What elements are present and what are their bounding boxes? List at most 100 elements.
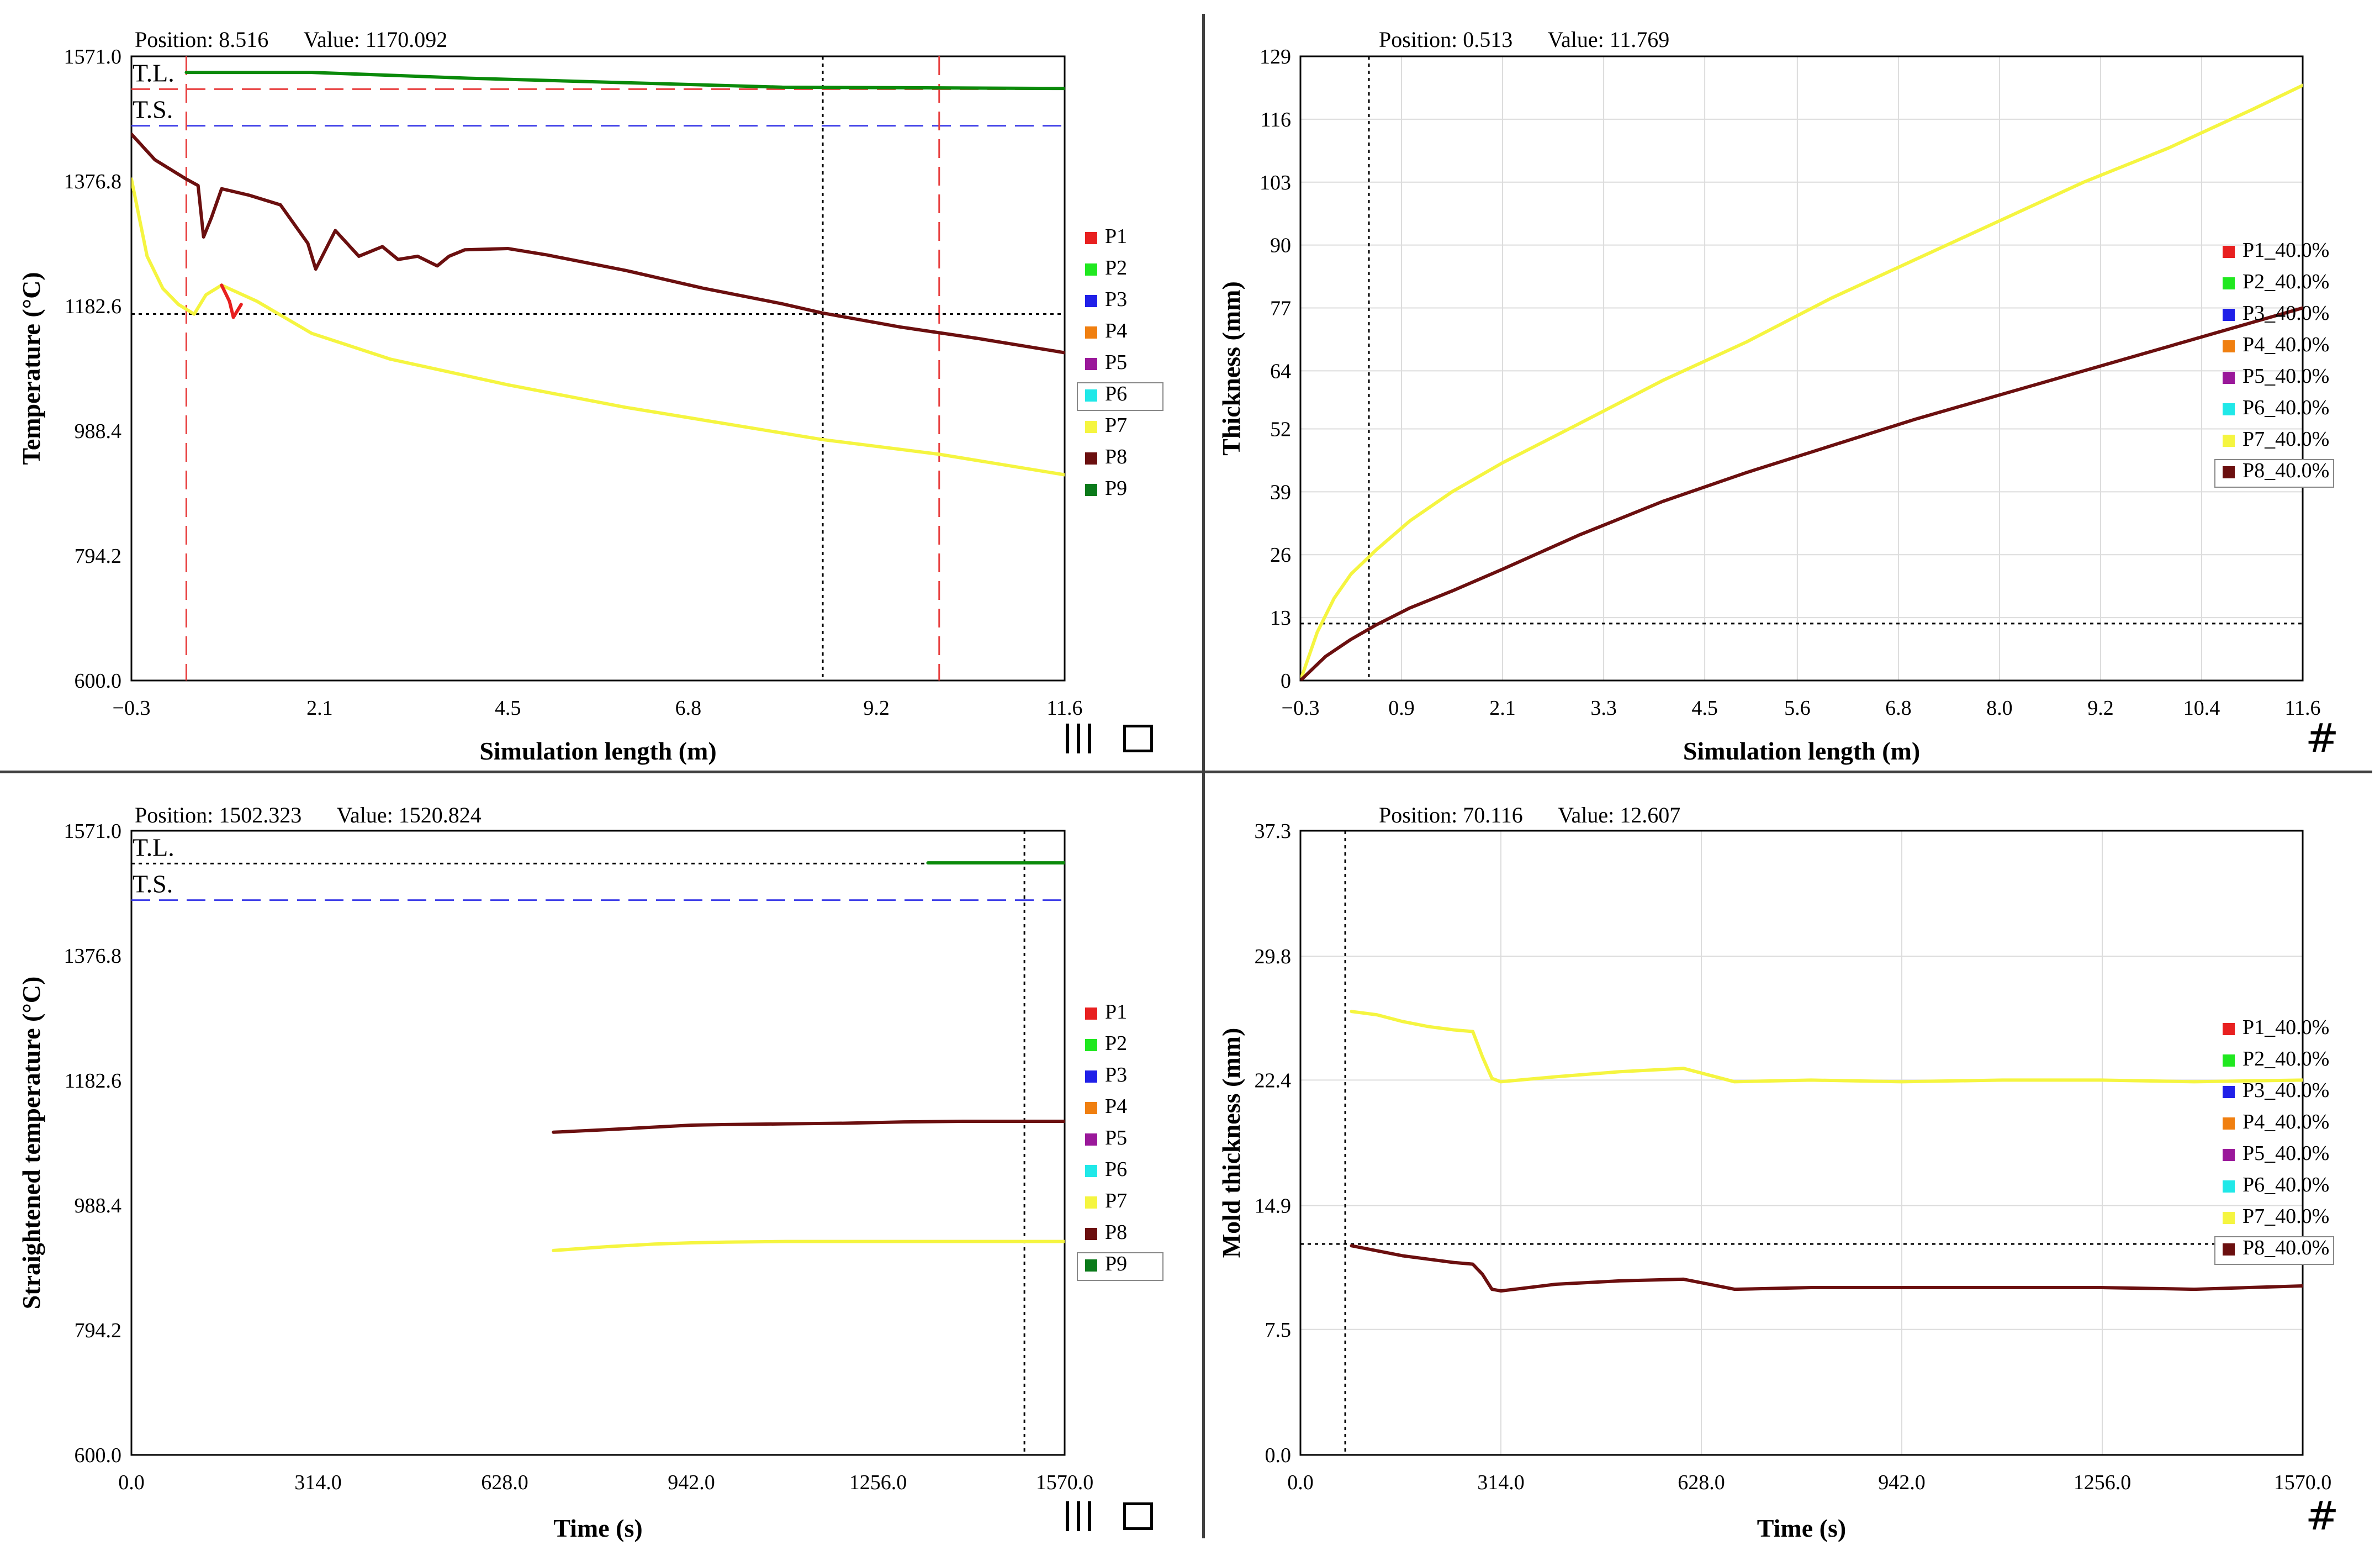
legend-label: P1_40.0% (2243, 1016, 2329, 1039)
y-axis-label: Straightened temperature (°C) (17, 977, 45, 1310)
legend-item[interactable]: P3 (1085, 1063, 1127, 1086)
legend-item[interactable]: P8 (1085, 1221, 1127, 1244)
x-tick-label: 314.0 (294, 1471, 342, 1494)
legend-item[interactable]: P1_40.0% (2223, 1016, 2329, 1039)
legend-item[interactable]: P8 (1085, 445, 1127, 468)
legend-label: P8 (1105, 445, 1127, 468)
grid-hash-icon[interactable]: # (2305, 715, 2339, 761)
legend-item[interactable]: P8_40.0% (2214, 459, 2334, 488)
legend-item[interactable]: P4 (1085, 319, 1127, 342)
legend-item[interactable]: P2_40.0% (2223, 270, 2329, 293)
legend-swatch (2223, 309, 2235, 321)
legend-label: P7 (1105, 1189, 1127, 1212)
legend-label: P6_40.0% (2243, 396, 2329, 419)
legend-item[interactable]: P7_40.0% (2223, 428, 2329, 451)
legend-swatch (2223, 1243, 2235, 1256)
legend-item[interactable]: P1_40.0% (2223, 239, 2329, 262)
legend-item[interactable]: P9 (1077, 1252, 1163, 1281)
legend-item[interactable]: P2 (1085, 1032, 1127, 1055)
legend-item[interactable]: P6_40.0% (2223, 1173, 2329, 1196)
column-bars-icon[interactable] (1066, 1501, 1091, 1531)
legend-item[interactable]: P2_40.0% (2223, 1047, 2329, 1070)
column-bars-icon[interactable] (1066, 724, 1091, 753)
legend-item[interactable]: P6 (1077, 382, 1163, 411)
plot-frame (130, 55, 1066, 682)
legend-swatch (2223, 246, 2235, 258)
legend-item[interactable]: P5 (1085, 351, 1127, 374)
chart-thickness-vs-length[interactable]: 129 116 103 90 77 64 52 39 26 13 0 −0.3 0.9 2.1 3.3 4.5… (1207, 0, 2380, 768)
x-tick-label: 2.1 (306, 697, 333, 720)
legend-item[interactable]: P7 (1085, 414, 1127, 437)
chart-temp-vs-length[interactable]: 1571.0 1376.8 1182.6 988.4 794.2 600.0 −0.3 2.1… (0, 0, 1198, 768)
x-tick-label: 0.0 (118, 1471, 145, 1494)
plot-area (131, 831, 1065, 1455)
square-outline-icon[interactable] (1123, 1502, 1153, 1530)
legend-item[interactable]: P1 (1085, 225, 1127, 248)
x-axis-label: Simulation length (m) (479, 737, 716, 765)
legend-label: P2 (1105, 1032, 1127, 1055)
legend-item[interactable]: P8_40.0% (2214, 1236, 2334, 1265)
legend-swatch (1085, 389, 1097, 402)
legend-label: P1 (1105, 1000, 1127, 1024)
x-tick-label: 3.3 (1590, 697, 1617, 720)
legend-swatch (2223, 403, 2235, 415)
grid-hash-icon[interactable]: # (2305, 1492, 2339, 1539)
position-value: 8.516 (219, 27, 269, 52)
legend-item[interactable]: P4 (1085, 1095, 1127, 1118)
value-value: 1170.092 (365, 27, 448, 52)
y-tick-label: 103 (1260, 171, 1291, 194)
legend-swatch (1085, 484, 1097, 496)
reference-label: T.S. (133, 96, 173, 124)
chart-mold-thickness-vs-time[interactable]: 37.3 29.8 22.4 14.9 7.5 0.0 0.0 314.0 628.0 942.0… (1207, 774, 2380, 1548)
legend-swatch (2223, 1149, 2235, 1161)
legend-swatch (2223, 1023, 2235, 1035)
legend-item[interactable]: P3_40.0% (2223, 1079, 2329, 1102)
legend-item[interactable]: P1 (1085, 1000, 1127, 1024)
chart-straightened-temp-vs-time[interactable]: 1571.0 1376.8 1182.6 988.4 794.2 600.0 0.0 314.… (0, 774, 1198, 1548)
y-tick-label: 64 (1270, 360, 1291, 383)
legend-item[interactable]: P5_40.0% (2223, 365, 2329, 388)
legend-item[interactable]: P3_40.0% (2223, 302, 2329, 325)
legend-item[interactable]: P5_40.0% (2223, 1142, 2329, 1165)
cursor-readout: Position: 8.516 Value: 1170.092 (135, 27, 447, 52)
y-axis-label: Thickness (mm) (1217, 281, 1245, 456)
legend-label: P8 (1105, 1221, 1127, 1244)
legend-item[interactable]: P2 (1085, 256, 1127, 279)
legend-swatch (1085, 1133, 1097, 1146)
series-line-p7-40-0- (1350, 1010, 2303, 1084)
legend-item[interactable]: P9 (1085, 477, 1127, 500)
plot-frame (1299, 830, 2304, 1456)
legend-item[interactable]: P7_40.0% (2223, 1205, 2329, 1228)
legend-item[interactable]: P7 (1085, 1189, 1127, 1212)
panel-straightened-temp-vs-time: Position: 1502.323 Value: 1520.824 1571.… (0, 774, 1198, 1548)
legend-label: P7_40.0% (2243, 1205, 2329, 1228)
x-tick-label: 1570.0 (2274, 1471, 2332, 1494)
legend-item[interactable]: P4_40.0% (2223, 1110, 2329, 1133)
legend-label: P8_40.0% (2243, 459, 2329, 482)
value-value: 12.607 (1620, 803, 1681, 827)
legend-item[interactable]: P3 (1085, 288, 1127, 311)
square-outline-icon[interactable] (1123, 725, 1153, 752)
x-tick-label: 2.1 (1489, 697, 1516, 720)
legend-swatch (1085, 1165, 1097, 1177)
position-value: 0.513 (1463, 27, 1513, 52)
legend-swatch (2223, 372, 2235, 384)
legend-swatch (2223, 340, 2235, 352)
y-tick-label: 0 (1281, 669, 1291, 693)
x-tick-label: 942.0 (668, 1471, 715, 1494)
legend-item[interactable]: P6 (1085, 1158, 1127, 1181)
x-tick-label: 314.0 (1477, 1471, 1525, 1494)
legend-swatch (2223, 435, 2235, 447)
legend-label: P4 (1105, 319, 1127, 342)
series-line-p8-40-0- (1300, 306, 2303, 681)
legend-label: P5 (1105, 1126, 1127, 1149)
legend-swatch (1085, 1070, 1097, 1083)
y-tick-label: 129 (1260, 45, 1291, 68)
legend-label: P8_40.0% (2243, 1236, 2329, 1259)
legend-item[interactable]: P6_40.0% (2223, 396, 2329, 419)
cursor-readout: Position: 1502.323 Value: 1520.824 (135, 802, 482, 828)
legend-item[interactable]: P4_40.0% (2223, 333, 2329, 356)
legend-label: P7_40.0% (2243, 428, 2329, 451)
legend-item[interactable]: P5 (1085, 1126, 1127, 1149)
legend-swatch (1085, 1228, 1097, 1240)
